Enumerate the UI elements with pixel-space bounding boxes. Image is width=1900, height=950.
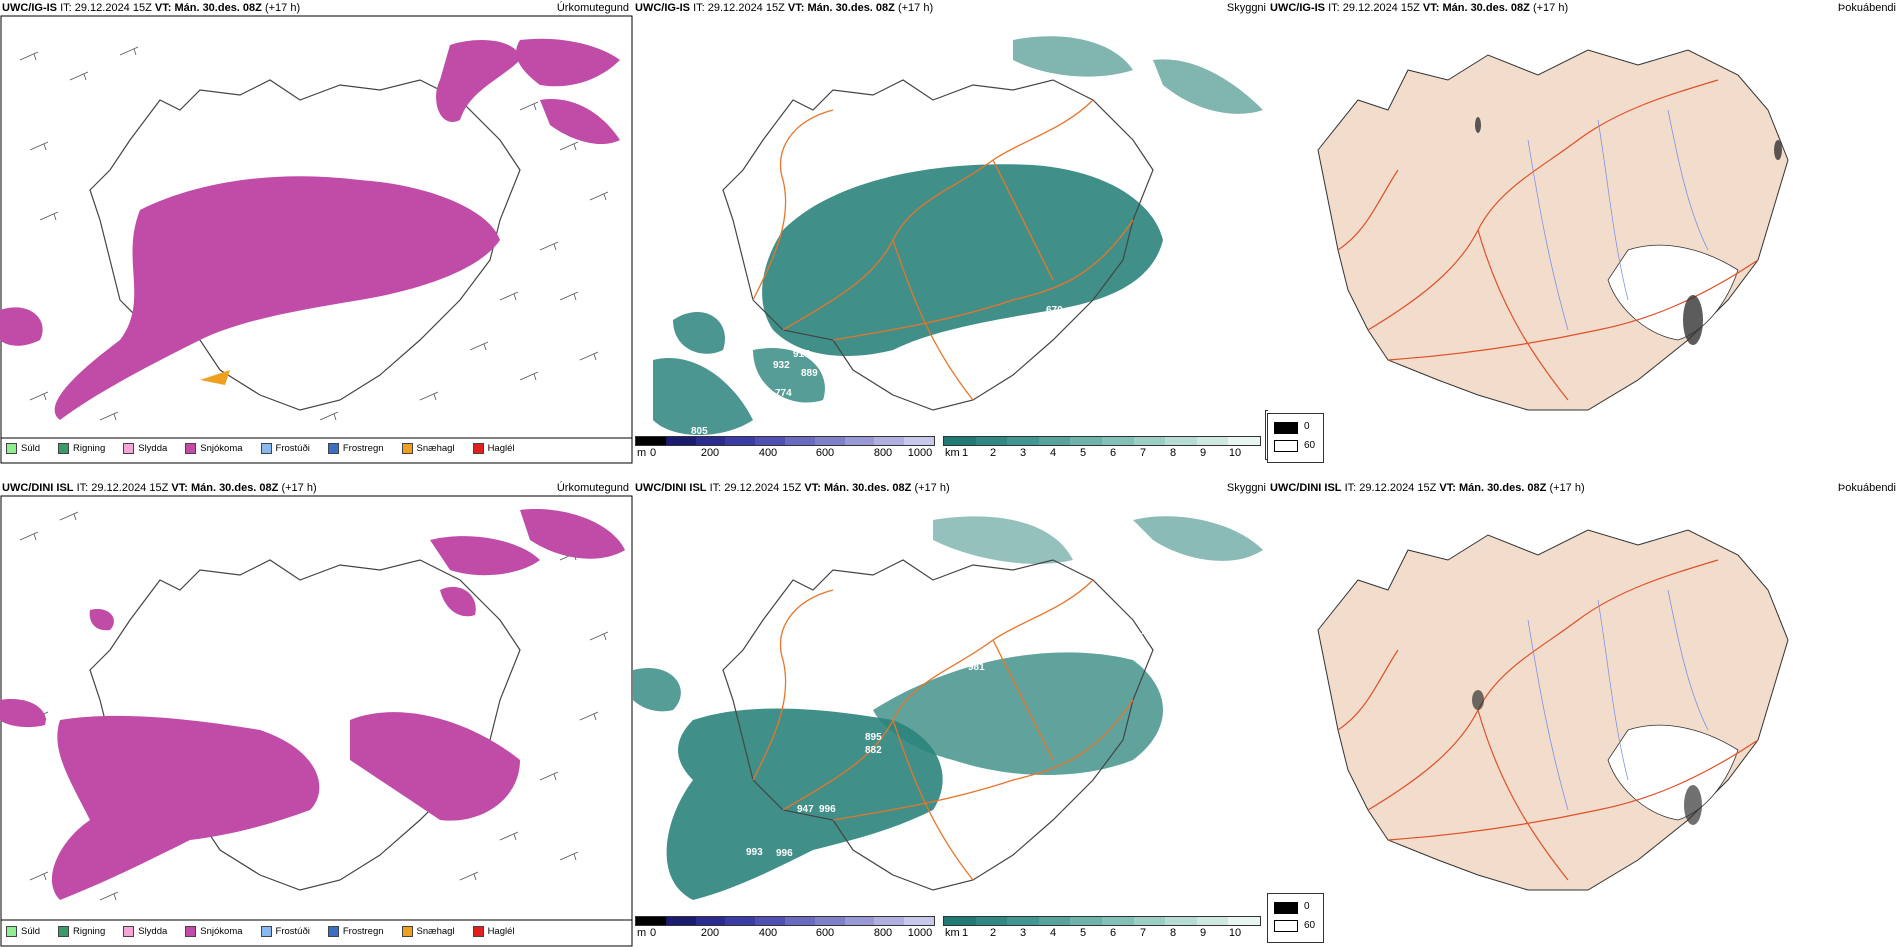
- model-name: UWC/IG-IS: [2, 2, 57, 14]
- legend-item: Súld: [6, 926, 40, 937]
- colorbar-m-ticks: m 0 200 400 600 800 1000: [637, 927, 933, 939]
- precip-legend: Súld Rigning Slydda Snjókoma Frostúði Fr…: [6, 443, 527, 454]
- legend-swatch-sudd: [6, 926, 17, 937]
- vt-value: Mán. 30.des. 08Z: [174, 2, 262, 14]
- precip-panel-row1: UWC/IG-IS IT: 29.12.2024 15Z VT: Mán. 30…: [0, 0, 633, 465]
- legend-item: Frostregn: [327, 926, 384, 937]
- dark-fog: [1472, 690, 1702, 825]
- legend-swatch-snjokoma: [185, 443, 197, 454]
- panel-title: Úrkomutegund: [556, 482, 629, 494]
- visibility-map: [633, 516, 1263, 900]
- legend-swatch-rigning: [58, 926, 70, 937]
- colorbar-m: m 0 200 400 600 800 1000: [635, 916, 935, 940]
- legend-swatch-sudd: [6, 443, 17, 454]
- rivers: [1527, 109, 1709, 331]
- legend-swatch-snjokoma: [185, 926, 197, 937]
- iceland-outline: [722, 79, 1154, 411]
- legend-swatch-slydda: [123, 443, 135, 454]
- it-value: 29.12.2024 15Z: [74, 2, 152, 14]
- colorbar-km-ticks: km 1 2 3 4 5 6 7 8 9 10: [945, 927, 1242, 939]
- legend-item: Snæhagl: [401, 926, 455, 937]
- legend-swatch-frostudi: [260, 443, 272, 454]
- colorbar-m: m 0 200 400 600 800 1000: [635, 436, 935, 460]
- panel-title: Þokuábendi: [1837, 482, 1896, 494]
- legend-item: Snjókoma: [185, 443, 243, 454]
- legend-swatch-rigning: [58, 443, 70, 454]
- colorbar-km-ticks: km 1 2 3 4 5 6 7 8 9 10: [945, 447, 1242, 459]
- snow-areas: [0, 509, 625, 900]
- fog-panel-row2: UWC/DINI ISL IT: 29.12.2024 15Z VT: Mán.…: [1268, 480, 1900, 950]
- legend-item: Slydda: [123, 443, 167, 454]
- orange-patch: [200, 370, 230, 385]
- legend-swatch-frostudi: [260, 926, 272, 937]
- precip-header: UWC/IG-IS IT: 29.12.2024 15Z VT: Mán. 30…: [2, 2, 300, 14]
- glacier: [1607, 724, 1739, 821]
- precip-header: UWC/DINI ISL IT: 29.12.2024 15Z VT: Mán.…: [2, 482, 317, 494]
- legend-item: Rigning: [58, 926, 105, 937]
- legend-swatch-snaehagl: [401, 926, 413, 937]
- visibility-panel-row2: UWC/DINI ISL IT: 29.12.2024 15Z VT: Mán.…: [633, 480, 1268, 950]
- colorbar-m-ticks: m 0 200 400 600 800 1000: [637, 447, 933, 459]
- iceland-land: [1317, 49, 1789, 411]
- legend-swatch-frostregn: [327, 443, 339, 454]
- legend-swatch-haglel: [472, 926, 484, 937]
- colorbar-km-bar: [943, 916, 1261, 926]
- panel-title: Þokuábendi: [1837, 2, 1896, 14]
- legend-item: Slydda: [123, 926, 167, 937]
- it-label: IT:: [60, 2, 72, 14]
- visibility-panel-row1: UWC/IG-IS IT: 29.12.2024 15Z VT: Mán. 30…: [633, 0, 1269, 465]
- visibility-header: UWC/IG-IS IT: 29.12.2024 15Z VT: Mán. 30…: [635, 2, 934, 14]
- colorbar-km-bar: [943, 436, 1261, 446]
- fog-map: [1317, 49, 1789, 411]
- panel-title: Skyggni: [1226, 2, 1266, 14]
- snow-areas: [0, 38, 620, 420]
- legend-item: Súld: [6, 443, 40, 454]
- legend-item: Snæhagl: [401, 443, 455, 454]
- legend-item: Frostúði: [260, 443, 310, 454]
- fog-legend: 0 60: [1267, 413, 1324, 463]
- road-network: [752, 579, 1134, 881]
- panel-title: Úrkomutegund: [556, 2, 629, 14]
- colorbar-km: km 1 2 3 4 5 6 7 8 9 10: [943, 916, 1261, 940]
- fog-roads: [1337, 79, 1759, 401]
- iceland-land: [1317, 529, 1789, 891]
- fog-header: UWC/DINI ISL IT: 29.12.2024 15Z VT: Mán.…: [1270, 482, 1585, 494]
- legend-item: Rigning: [58, 443, 105, 454]
- precip-map: [0, 495, 633, 947]
- fog-panel-row1: UWC/IG-IS IT: 29.12.2024 15Z VT: Mán. 30…: [1268, 0, 1900, 465]
- precip-legend: Súld Rigning Slydda Snjókoma Frostúði Fr…: [6, 926, 527, 937]
- fog-map: [1317, 529, 1789, 891]
- vt-label: VT:: [154, 2, 172, 14]
- colorbar-m-bar: [635, 436, 935, 446]
- precip-panel-row2: UWC/DINI ISL IT: 29.12.2024 15Z VT: Mán.…: [0, 480, 633, 950]
- glacier: [1607, 244, 1739, 341]
- legend-item: Snjókoma: [185, 926, 243, 937]
- iceland-outline: [722, 559, 1154, 891]
- colorbar-km: km 1 2 3 4 5 6 7 8 9 10: [943, 436, 1261, 460]
- legend-item: Frostúði: [260, 926, 310, 937]
- legend-item: Haglél: [472, 443, 515, 454]
- legend-swatch-snaehagl: [401, 443, 413, 454]
- fog-cloud: [633, 516, 1263, 900]
- road-network: [752, 99, 1134, 401]
- fog-header: UWC/IG-IS IT: 29.12.2024 15Z VT: Mán. 30…: [1270, 2, 1569, 14]
- legend-swatch-haglel: [472, 443, 484, 454]
- visibility-map: [653, 36, 1263, 435]
- fog-cloud: [653, 36, 1263, 435]
- legend-swatch-frostregn: [327, 926, 339, 937]
- visibility-header: UWC/DINI ISL IT: 29.12.2024 15Z VT: Mán.…: [635, 482, 950, 494]
- lead-time: (+17 h): [264, 2, 301, 14]
- fog-legend: 0 60: [1267, 893, 1324, 943]
- fog-roads: [1337, 559, 1759, 881]
- legend-swatch-slydda: [123, 926, 135, 937]
- dark-fog: [1475, 117, 1782, 345]
- precip-map: [0, 15, 633, 464]
- rivers: [1527, 589, 1709, 811]
- wind-barbs: [19, 46, 609, 421]
- colorbar-m-bar: [635, 916, 935, 926]
- panel-title: Skyggni: [1226, 482, 1266, 494]
- legend-item: Haglél: [472, 926, 515, 937]
- legend-item: Frostregn: [327, 443, 384, 454]
